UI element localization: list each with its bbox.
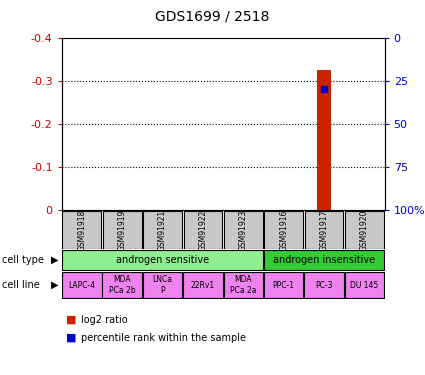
- Bar: [183, 272, 223, 298]
- Bar: [103, 211, 142, 249]
- Bar: [224, 211, 263, 249]
- Bar: [304, 272, 344, 298]
- Text: percentile rank within the sample: percentile rank within the sample: [81, 333, 246, 343]
- Text: PC-3: PC-3: [315, 280, 333, 290]
- Text: GSM91922: GSM91922: [198, 210, 207, 251]
- Text: GSM91916: GSM91916: [279, 210, 288, 251]
- Text: GDS1699 / 2518: GDS1699 / 2518: [155, 9, 270, 23]
- Text: ▶: ▶: [51, 280, 58, 290]
- Bar: [62, 211, 101, 249]
- Text: ■: ■: [66, 333, 76, 343]
- Text: MDA
PCa 2a: MDA PCa 2a: [230, 276, 257, 295]
- Text: log2 ratio: log2 ratio: [81, 315, 128, 325]
- Text: DU 145: DU 145: [350, 280, 379, 290]
- Bar: [62, 251, 263, 270]
- Text: androgen sensitive: androgen sensitive: [116, 255, 209, 265]
- Bar: [62, 272, 102, 298]
- Bar: [224, 272, 263, 298]
- Bar: [264, 272, 303, 298]
- Bar: [102, 272, 142, 298]
- Bar: [264, 211, 303, 249]
- Text: ▶: ▶: [51, 255, 58, 265]
- Text: cell line: cell line: [2, 280, 40, 290]
- Text: GSM91917: GSM91917: [320, 210, 329, 251]
- Bar: [143, 211, 182, 249]
- Text: LNCa
P: LNCa P: [153, 276, 173, 295]
- Bar: [305, 211, 343, 249]
- Bar: [317, 70, 331, 210]
- Bar: [143, 272, 182, 298]
- Text: 22Rv1: 22Rv1: [191, 280, 215, 290]
- Text: GSM91919: GSM91919: [118, 210, 127, 251]
- Text: GSM91923: GSM91923: [239, 210, 248, 251]
- Bar: [264, 251, 384, 270]
- Text: androgen insensitive: androgen insensitive: [273, 255, 375, 265]
- Text: GSM91918: GSM91918: [77, 210, 86, 251]
- Bar: [345, 211, 384, 249]
- Text: ■: ■: [66, 315, 76, 325]
- Text: PPC-1: PPC-1: [273, 280, 295, 290]
- Text: cell type: cell type: [2, 255, 44, 265]
- Text: GSM91921: GSM91921: [158, 210, 167, 251]
- Text: GSM91920: GSM91920: [360, 210, 369, 251]
- Bar: [345, 272, 384, 298]
- Bar: [184, 211, 222, 249]
- Text: MDA
PCa 2b: MDA PCa 2b: [109, 276, 136, 295]
- Text: LAPC-4: LAPC-4: [68, 280, 95, 290]
